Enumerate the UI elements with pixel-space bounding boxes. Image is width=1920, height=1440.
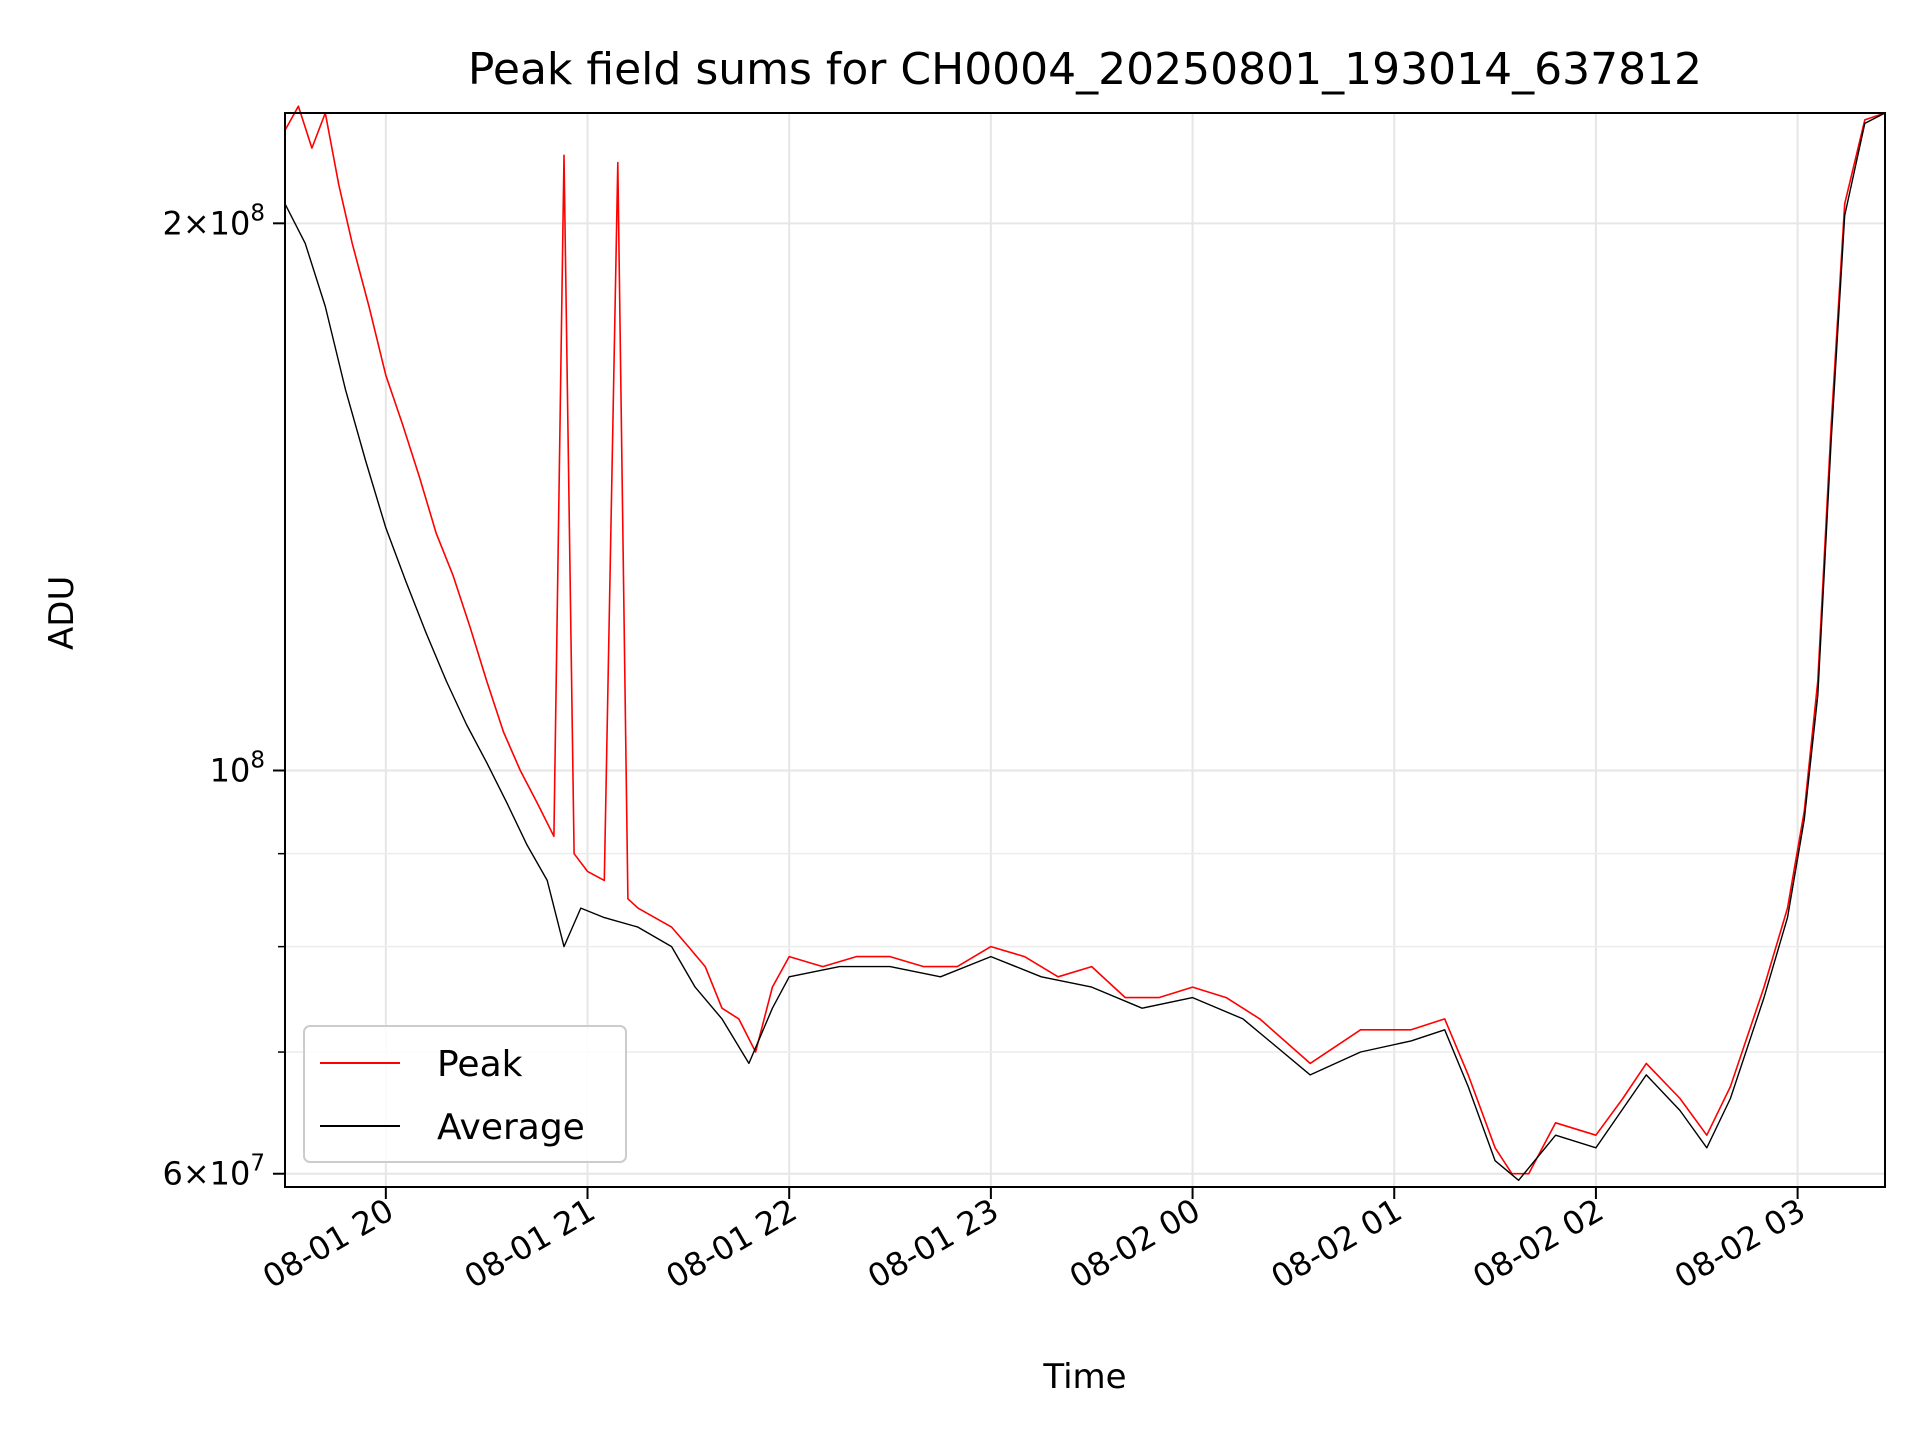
y-tick-label: 6×107 xyxy=(162,1151,265,1193)
legend-label-average: Average xyxy=(437,1107,585,1148)
x-axis-label: Time xyxy=(1043,1357,1127,1397)
chart-title: Peak field sums for CH0004_20250801_1930… xyxy=(467,44,1703,95)
legend-label-peak: Peak xyxy=(437,1044,523,1085)
plot-area xyxy=(285,113,1885,1187)
series-line-peak xyxy=(284,105,1886,1175)
grid xyxy=(285,113,1885,1187)
legend-box xyxy=(303,1025,627,1163)
x-tick-label: 08-01 23 xyxy=(861,1191,1005,1296)
x-tick-label: 08-02 02 xyxy=(1466,1191,1610,1296)
x-tick-label: 08-01 22 xyxy=(660,1191,804,1296)
y-tick-label: 2×108 xyxy=(162,200,265,242)
y-tick-label: 108 xyxy=(210,747,265,789)
x-tick-label: 08-02 00 xyxy=(1063,1191,1207,1296)
series-line-average xyxy=(284,112,1886,1181)
plot-frame xyxy=(284,112,1886,1188)
series-layer xyxy=(284,105,1886,1181)
x-tick-label: 08-01 21 xyxy=(458,1191,602,1296)
x-tick-label: 08-02 01 xyxy=(1265,1191,1409,1296)
x-tick-label: 08-01 20 xyxy=(256,1191,400,1296)
x-tick-label: 08-02 03 xyxy=(1668,1191,1812,1296)
legend: Peak Average xyxy=(303,1025,627,1163)
